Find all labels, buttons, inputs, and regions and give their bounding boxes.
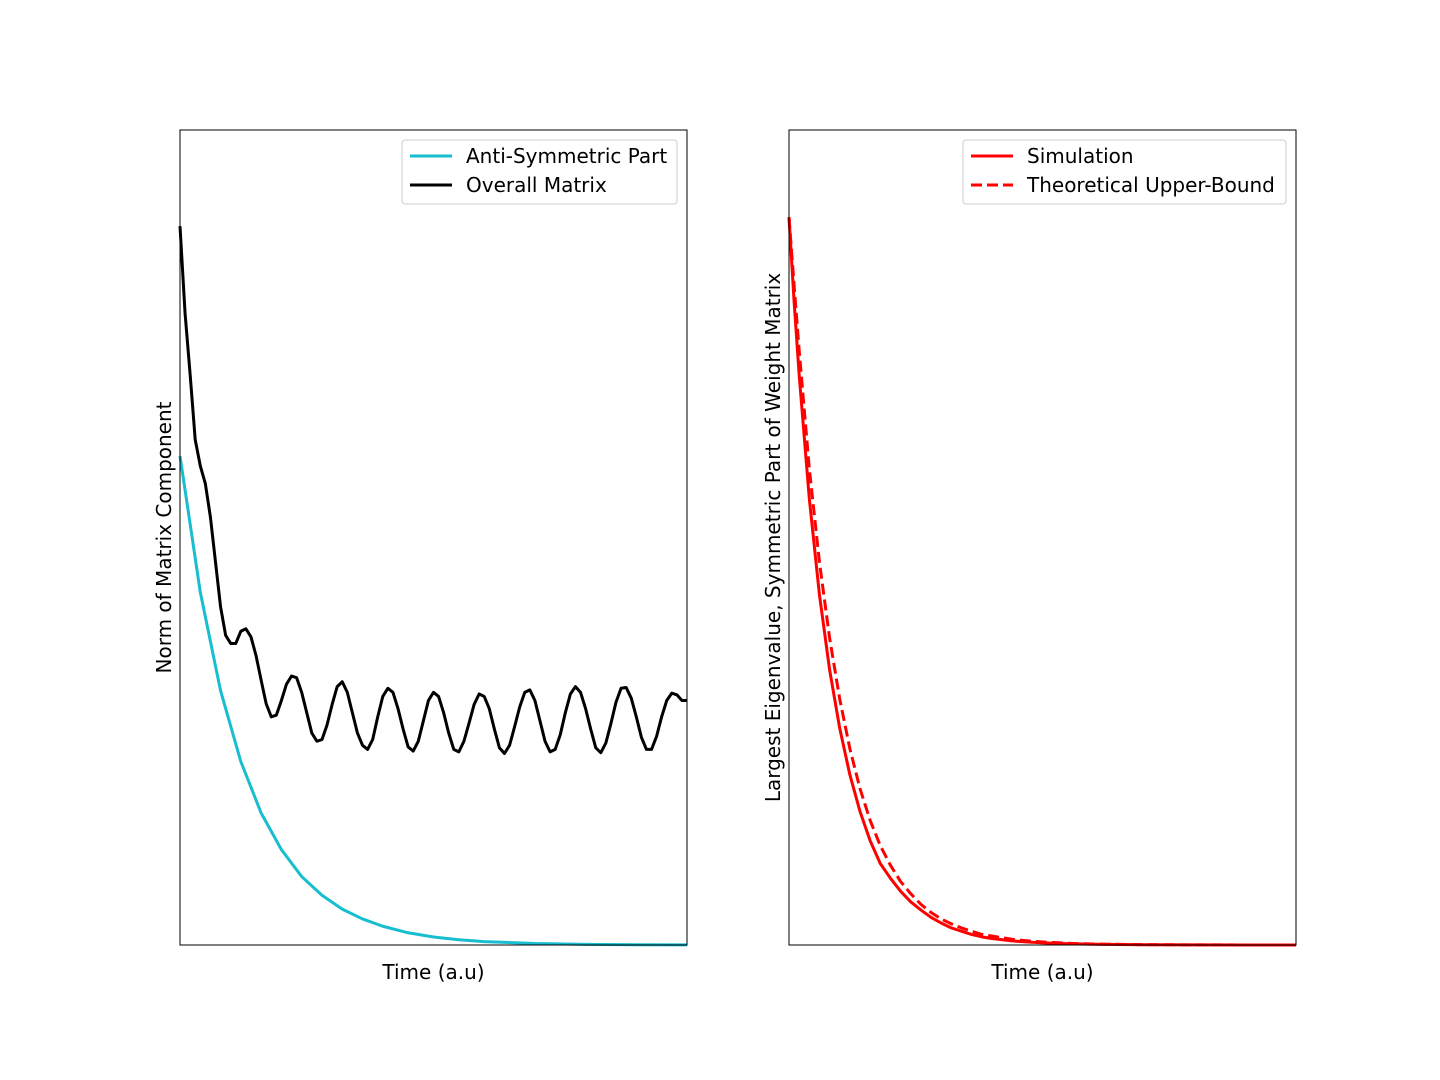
legend-box bbox=[401, 139, 678, 205]
legend-label-simulation: Simulation bbox=[1027, 144, 1134, 168]
plot-area bbox=[789, 130, 1296, 945]
series-line-anti-symmetric-part bbox=[178, 455, 688, 947]
x-axis-label: Time (a.u) bbox=[990, 960, 1093, 984]
series-line-theoretical-upper-bound bbox=[787, 217, 1297, 947]
legend-box bbox=[962, 139, 1287, 205]
chart-largest-eigenvalue: Time (a.u) Largest Eigenvalue, Symmetric… bbox=[761, 129, 1297, 984]
series-layer bbox=[178, 226, 688, 947]
legend: Simulation Theoretical Upper-Bound bbox=[962, 139, 1287, 205]
series-line-overall-matrix bbox=[178, 226, 687, 755]
plot-area bbox=[180, 130, 687, 945]
series-layer bbox=[787, 217, 1297, 947]
legend-label-overall-matrix: Overall Matrix bbox=[466, 173, 607, 197]
legend-label-anti-symmetric-part: Anti-Symmetric Part bbox=[466, 144, 667, 168]
y-axis-label: Largest Eigenvalue, Symmetric Part of We… bbox=[761, 273, 785, 803]
chart-norm-of-matrix-component: Time (a.u) Norm of Matrix Component Anti… bbox=[152, 129, 688, 984]
legend: Anti-Symmetric Part Overall Matrix bbox=[401, 139, 678, 205]
y-axis-label: Norm of Matrix Component bbox=[152, 401, 176, 673]
legend-label-theoretical-upper-bound: Theoretical Upper-Bound bbox=[1026, 173, 1275, 197]
x-axis-label: Time (a.u) bbox=[381, 960, 484, 984]
axes-frame bbox=[788, 129, 1297, 946]
axes-frame bbox=[179, 129, 688, 946]
